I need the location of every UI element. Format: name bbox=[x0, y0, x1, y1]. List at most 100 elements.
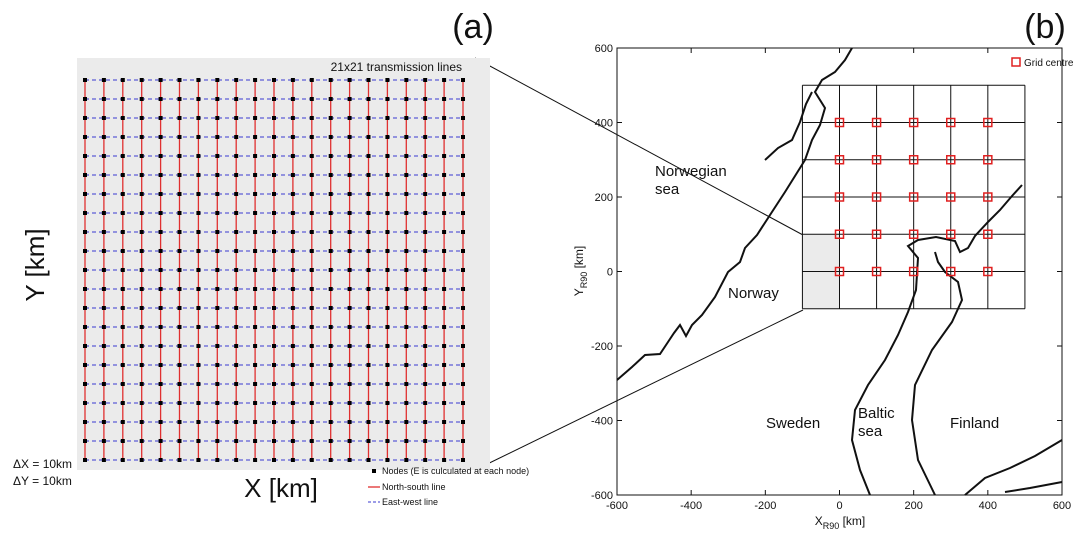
grid-centre bbox=[908, 192, 919, 202]
node bbox=[177, 420, 182, 424]
node bbox=[442, 173, 447, 177]
node bbox=[404, 458, 409, 462]
node bbox=[177, 154, 182, 158]
node bbox=[328, 401, 333, 405]
node bbox=[101, 401, 106, 405]
node bbox=[158, 401, 163, 405]
node bbox=[366, 287, 371, 291]
node bbox=[272, 344, 276, 348]
node bbox=[120, 458, 125, 462]
node bbox=[177, 363, 182, 367]
node bbox=[366, 439, 371, 443]
x-tick-label: -600 bbox=[606, 500, 628, 512]
node bbox=[234, 135, 239, 139]
node bbox=[196, 249, 201, 253]
coastline bbox=[964, 439, 1063, 496]
coastlines bbox=[616, 47, 1063, 496]
grid-centre bbox=[946, 117, 956, 128]
node bbox=[328, 344, 333, 348]
node bbox=[234, 154, 239, 158]
node bbox=[328, 230, 333, 234]
node bbox=[253, 97, 258, 101]
node bbox=[461, 363, 465, 367]
node bbox=[309, 306, 314, 310]
node bbox=[328, 173, 333, 177]
node bbox=[309, 97, 314, 101]
node bbox=[234, 97, 239, 101]
node bbox=[442, 306, 447, 310]
node bbox=[404, 306, 409, 310]
node bbox=[253, 154, 258, 158]
node bbox=[158, 97, 163, 101]
node bbox=[404, 230, 409, 234]
node bbox=[272, 230, 276, 234]
grid-centre bbox=[908, 229, 919, 239]
node bbox=[196, 192, 201, 196]
node bbox=[101, 249, 106, 253]
node bbox=[234, 192, 239, 196]
node bbox=[290, 382, 295, 386]
node bbox=[101, 97, 106, 101]
node bbox=[404, 287, 409, 291]
node bbox=[120, 325, 125, 329]
node bbox=[461, 78, 465, 82]
node bbox=[139, 325, 144, 329]
region-label-line: Baltic bbox=[858, 405, 895, 422]
node bbox=[215, 287, 220, 291]
node bbox=[196, 325, 201, 329]
node bbox=[347, 420, 352, 424]
node bbox=[366, 363, 371, 367]
node bbox=[366, 78, 371, 82]
y-tick-label: 0 bbox=[607, 267, 613, 279]
node bbox=[158, 439, 163, 443]
node bbox=[423, 439, 428, 443]
node bbox=[366, 154, 371, 158]
node bbox=[120, 211, 125, 215]
node bbox=[309, 211, 314, 215]
node bbox=[461, 211, 465, 215]
legend-node bbox=[372, 469, 376, 473]
node bbox=[177, 344, 182, 348]
coastline bbox=[850, 184, 1023, 496]
node bbox=[215, 192, 220, 196]
node bbox=[139, 439, 144, 443]
y-axis-label: YR90 [km] bbox=[572, 246, 589, 297]
node bbox=[423, 230, 428, 234]
grid-centre bbox=[946, 155, 956, 165]
node bbox=[158, 173, 163, 177]
y-tick-label: -600 bbox=[591, 490, 613, 502]
node bbox=[177, 192, 182, 196]
node bbox=[120, 192, 125, 196]
node bbox=[253, 458, 258, 462]
node bbox=[290, 78, 295, 82]
node bbox=[366, 325, 371, 329]
y-axis-label-main: Y bbox=[572, 288, 586, 296]
node bbox=[309, 439, 314, 443]
node bbox=[196, 154, 201, 158]
node bbox=[366, 135, 371, 139]
node bbox=[253, 401, 258, 405]
node bbox=[120, 363, 125, 367]
node bbox=[120, 287, 125, 291]
node bbox=[404, 154, 409, 158]
node bbox=[290, 268, 295, 272]
grid-centre bbox=[983, 192, 993, 202]
node bbox=[290, 135, 295, 139]
node bbox=[328, 78, 333, 82]
node bbox=[423, 268, 428, 272]
node bbox=[442, 268, 447, 272]
node bbox=[423, 287, 428, 291]
node bbox=[290, 173, 295, 177]
node bbox=[290, 192, 295, 196]
spacing-label: ΔY = 10km bbox=[13, 474, 72, 488]
node bbox=[347, 192, 352, 196]
node bbox=[234, 382, 239, 386]
node bbox=[366, 344, 371, 348]
grid-centre bbox=[946, 229, 956, 239]
node bbox=[385, 439, 390, 443]
node bbox=[83, 439, 87, 443]
node bbox=[215, 458, 220, 462]
node bbox=[158, 287, 163, 291]
node bbox=[442, 78, 447, 82]
node bbox=[253, 116, 258, 120]
